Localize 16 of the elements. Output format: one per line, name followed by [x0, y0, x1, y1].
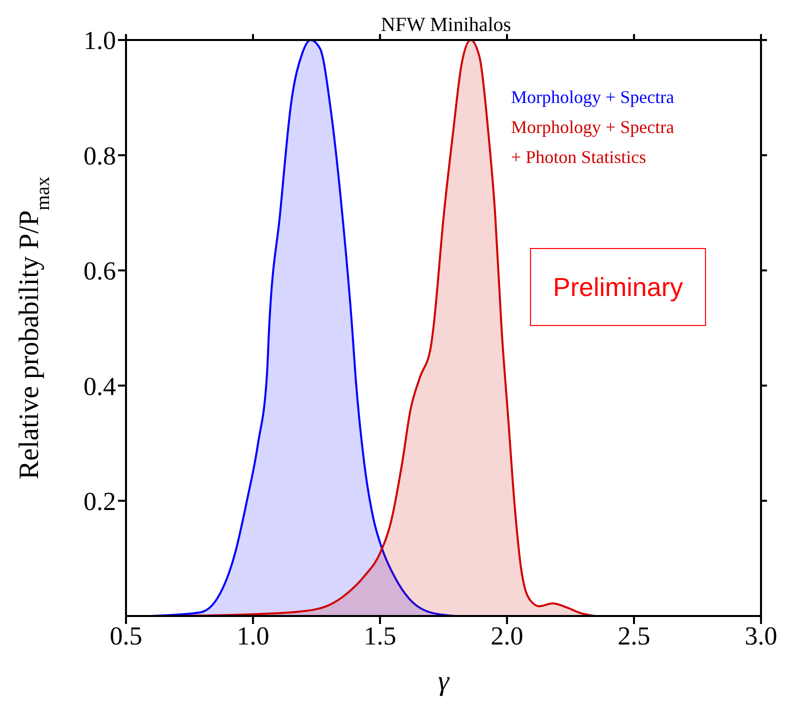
text: Morphology + Spectra: [511, 86, 676, 109]
series-label: Morphology + Spectra + Photon Statistics: [511, 116, 676, 169]
annotation: Preliminary: [530, 248, 706, 326]
y-tick-label: 0.4: [84, 372, 116, 401]
y-tick-label: 1.0: [84, 26, 116, 56]
x-axis-title: γ: [438, 666, 450, 697]
x-tick-label: 0.5: [110, 621, 142, 650]
chart-title: NFW Minihalos: [380, 14, 512, 37]
y-tick-label: 0.2: [84, 487, 116, 516]
x-tick-label: 1.5: [364, 621, 396, 650]
x-tick-label: 3.0: [744, 621, 778, 650]
y-tick-label: 0.6: [84, 256, 116, 286]
x-tick-label: 1.0: [236, 621, 270, 650]
x-tick-label: 2.5: [618, 621, 650, 650]
x-tick-label: 2.0: [490, 621, 524, 650]
y-tick-label: 0.8: [84, 141, 116, 170]
